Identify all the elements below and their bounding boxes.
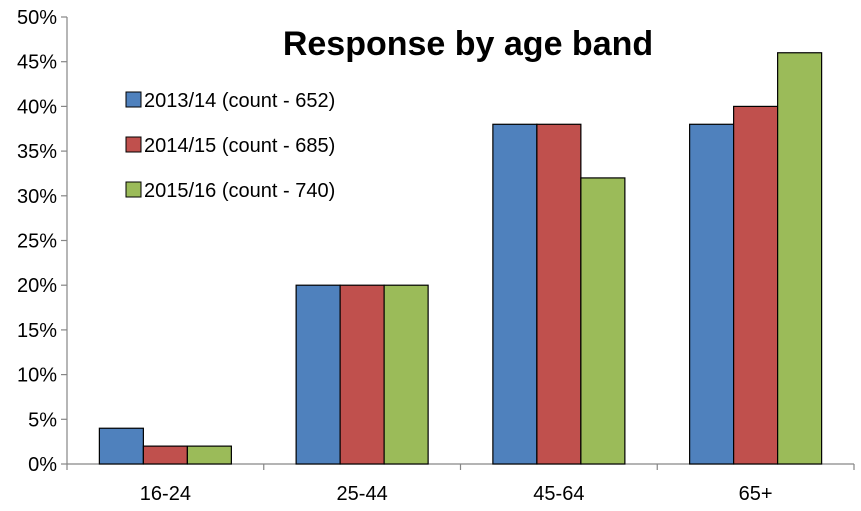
legend-label-1: 2013/14 (count - 652) (144, 90, 335, 112)
bar-65+-series-2 (733, 105, 779, 465)
y-tick-label: 10% (17, 365, 57, 387)
y-tick-label: 50% (17, 7, 57, 29)
y-tick-label: 0% (28, 454, 57, 476)
y-tick-label: 20% (17, 275, 57, 297)
legend: 2013/14 (count - 652) 2014/15 (count - 68… (125, 90, 335, 202)
bar-25-44-series-2 (339, 284, 385, 465)
x-tick-label: 45-64 (533, 483, 584, 505)
bar-45-64-series-1 (492, 123, 538, 465)
chart-title: Response by age band (283, 25, 653, 63)
legend-label-3: 2015/16 (count - 740) (144, 180, 335, 202)
bar-25-44-series-3 (383, 284, 429, 465)
legend-swatch-3 (125, 181, 142, 198)
y-tick-label: 5% (28, 409, 57, 431)
y-tick-label: 30% (17, 186, 57, 208)
y-tick-label: 45% (17, 52, 57, 74)
y-tick-label: 40% (17, 96, 57, 118)
bar-16-24-series-2 (142, 445, 188, 465)
x-tick-label: 16-24 (140, 483, 191, 505)
y-tick-label: 15% (17, 320, 57, 342)
x-tick-label: 25-44 (337, 483, 388, 505)
bar-65+-series-3 (777, 52, 823, 465)
bar-16-24-series-1 (98, 427, 144, 465)
bar-65+-series-1 (689, 123, 735, 465)
bar-45-64-series-2 (536, 123, 582, 465)
tick-labels: 0% 5% 10% 15% 20% 25% 30% 35% 40% 45% 50% 16-24 25-4… (17, 7, 773, 505)
legend-swatch-1 (125, 91, 142, 108)
bar-45-64-series-3 (580, 177, 626, 465)
x-tick-label: 65+ (739, 483, 773, 505)
y-tick-label: 25% (17, 231, 57, 253)
bars (98, 52, 823, 465)
legend-swatch-2 (125, 136, 142, 153)
bar-25-44-series-1 (295, 284, 341, 465)
bar-16-24-series-3 (186, 445, 232, 465)
legend-label-2: 2014/15 (count - 685) (144, 135, 335, 157)
y-tick-label: 35% (17, 141, 57, 163)
